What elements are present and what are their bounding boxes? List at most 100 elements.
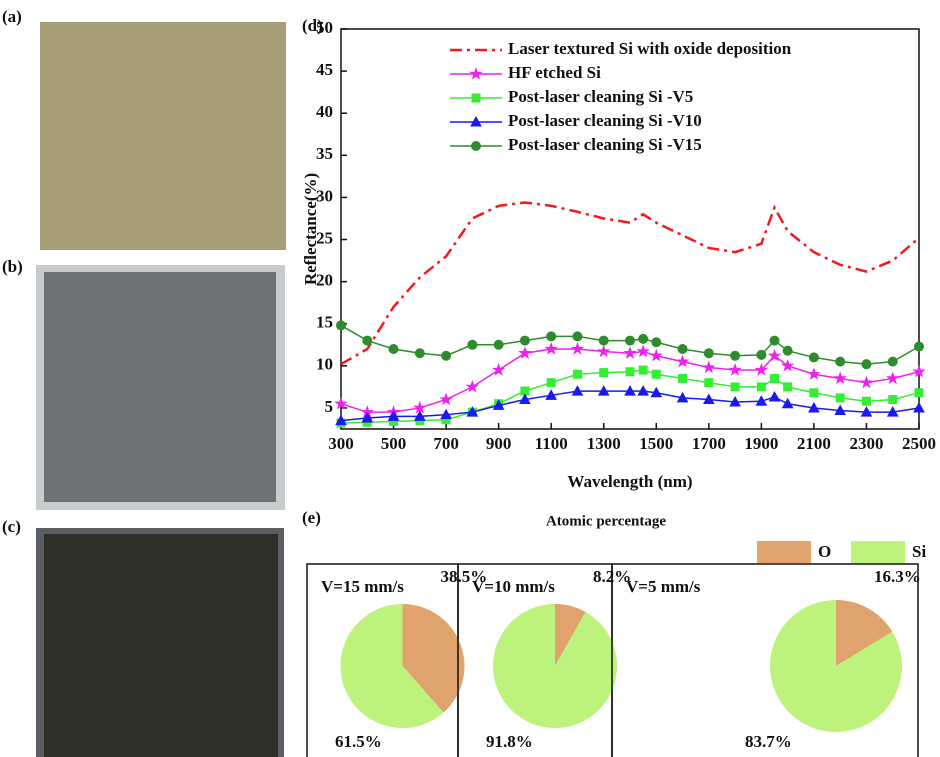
x-tick-label: 700 — [433, 434, 459, 453]
legend-label: Laser textured Si with oxide deposition — [508, 39, 792, 58]
x-tick-label: 2300 — [849, 434, 883, 453]
marker — [652, 370, 660, 378]
y-tick-label: 5 — [325, 397, 334, 416]
marker — [468, 340, 477, 349]
marker — [835, 373, 845, 383]
marker — [770, 392, 780, 401]
marker — [625, 348, 635, 358]
photo-a — [40, 22, 286, 250]
legend-label: Post-laser cleaning Si -V5 — [508, 87, 693, 106]
photo-b — [44, 272, 276, 502]
marker — [810, 389, 818, 397]
marker — [836, 394, 844, 402]
legend-label: Post-laser cleaning Si -V10 — [508, 111, 702, 130]
marker — [573, 370, 581, 378]
pie-value-label: 83.7% — [745, 732, 792, 751]
marker — [678, 345, 687, 354]
x-tick-label: 1100 — [535, 434, 568, 453]
marker — [677, 356, 687, 366]
pie-slice — [493, 604, 617, 728]
pie-panel-title: Atomic percentage — [546, 513, 666, 529]
x-tick-label: 300 — [328, 434, 354, 453]
marker — [809, 369, 819, 379]
marker — [888, 357, 897, 366]
marker — [638, 346, 648, 356]
legend-label: Si — [912, 542, 926, 561]
pie-value-label: 61.5% — [335, 732, 382, 751]
marker — [651, 350, 661, 360]
legend-swatch — [851, 541, 905, 563]
y-tick-label: 50 — [316, 18, 333, 37]
legend-marker — [472, 94, 480, 102]
marker — [836, 357, 845, 366]
legend-marker — [471, 69, 481, 79]
marker — [520, 336, 529, 345]
x-axis-label: Wavelength (nm) — [567, 472, 692, 491]
y-tick-label: 35 — [316, 144, 333, 163]
marker — [889, 396, 897, 404]
marker — [862, 397, 870, 405]
marker — [546, 344, 556, 354]
marker — [757, 350, 766, 359]
marker — [598, 346, 608, 356]
marker — [363, 336, 372, 345]
marker — [626, 336, 635, 345]
panel-label: (b) — [2, 257, 23, 276]
legend-label: Post-laser cleaning Si -V15 — [508, 135, 702, 154]
marker — [415, 349, 424, 358]
x-tick-label: 1900 — [744, 434, 778, 453]
marker — [441, 394, 451, 404]
marker — [809, 353, 818, 362]
marker — [862, 360, 871, 369]
legend-marker — [472, 142, 481, 151]
marker — [547, 332, 556, 341]
y-tick-label: 10 — [316, 355, 333, 374]
marker — [887, 373, 897, 383]
marker — [861, 377, 871, 387]
pie-title: V=5 mm/s — [626, 577, 701, 596]
marker — [914, 403, 924, 412]
legend-swatch — [757, 541, 811, 563]
marker — [784, 383, 792, 391]
marker — [679, 374, 687, 382]
marker — [731, 383, 739, 391]
marker — [572, 344, 582, 354]
marker — [783, 346, 792, 355]
marker — [600, 369, 608, 377]
x-tick-label: 2100 — [797, 434, 831, 453]
marker — [730, 365, 740, 375]
x-tick-label: 500 — [381, 434, 407, 453]
figure: (a) (b) (c) (d) (e) Atomic percentage 30… — [0, 0, 940, 757]
pie-title: V=10 mm/s — [472, 577, 555, 596]
marker — [626, 368, 634, 376]
marker — [915, 342, 924, 351]
marker — [639, 334, 648, 343]
marker — [782, 360, 792, 370]
panel-label: (c) — [2, 517, 21, 536]
marker — [757, 383, 765, 391]
marker — [704, 349, 713, 358]
marker — [547, 379, 555, 387]
y-tick-label: 45 — [316, 60, 333, 79]
marker — [573, 332, 582, 341]
marker — [652, 338, 661, 347]
marker — [389, 345, 398, 354]
y-axis-label: Reflectance(%) — [301, 173, 320, 285]
marker — [771, 374, 779, 382]
panel-label: (a) — [2, 7, 22, 26]
marker — [705, 379, 713, 387]
marker — [599, 336, 608, 345]
y-tick-label: 40 — [316, 102, 333, 121]
pie-value-label: 91.8% — [486, 732, 533, 751]
x-tick-label: 1300 — [587, 434, 621, 453]
marker — [915, 389, 923, 397]
marker — [770, 336, 779, 345]
pie-value-label: 16.3% — [874, 567, 921, 586]
x-tick-label: 900 — [486, 434, 512, 453]
marker — [494, 340, 503, 349]
marker — [783, 399, 793, 408]
x-tick-label: 2500 — [902, 434, 936, 453]
x-tick-label: 1700 — [692, 434, 726, 453]
legend-label: HF etched Si — [508, 63, 601, 82]
marker — [731, 351, 740, 360]
